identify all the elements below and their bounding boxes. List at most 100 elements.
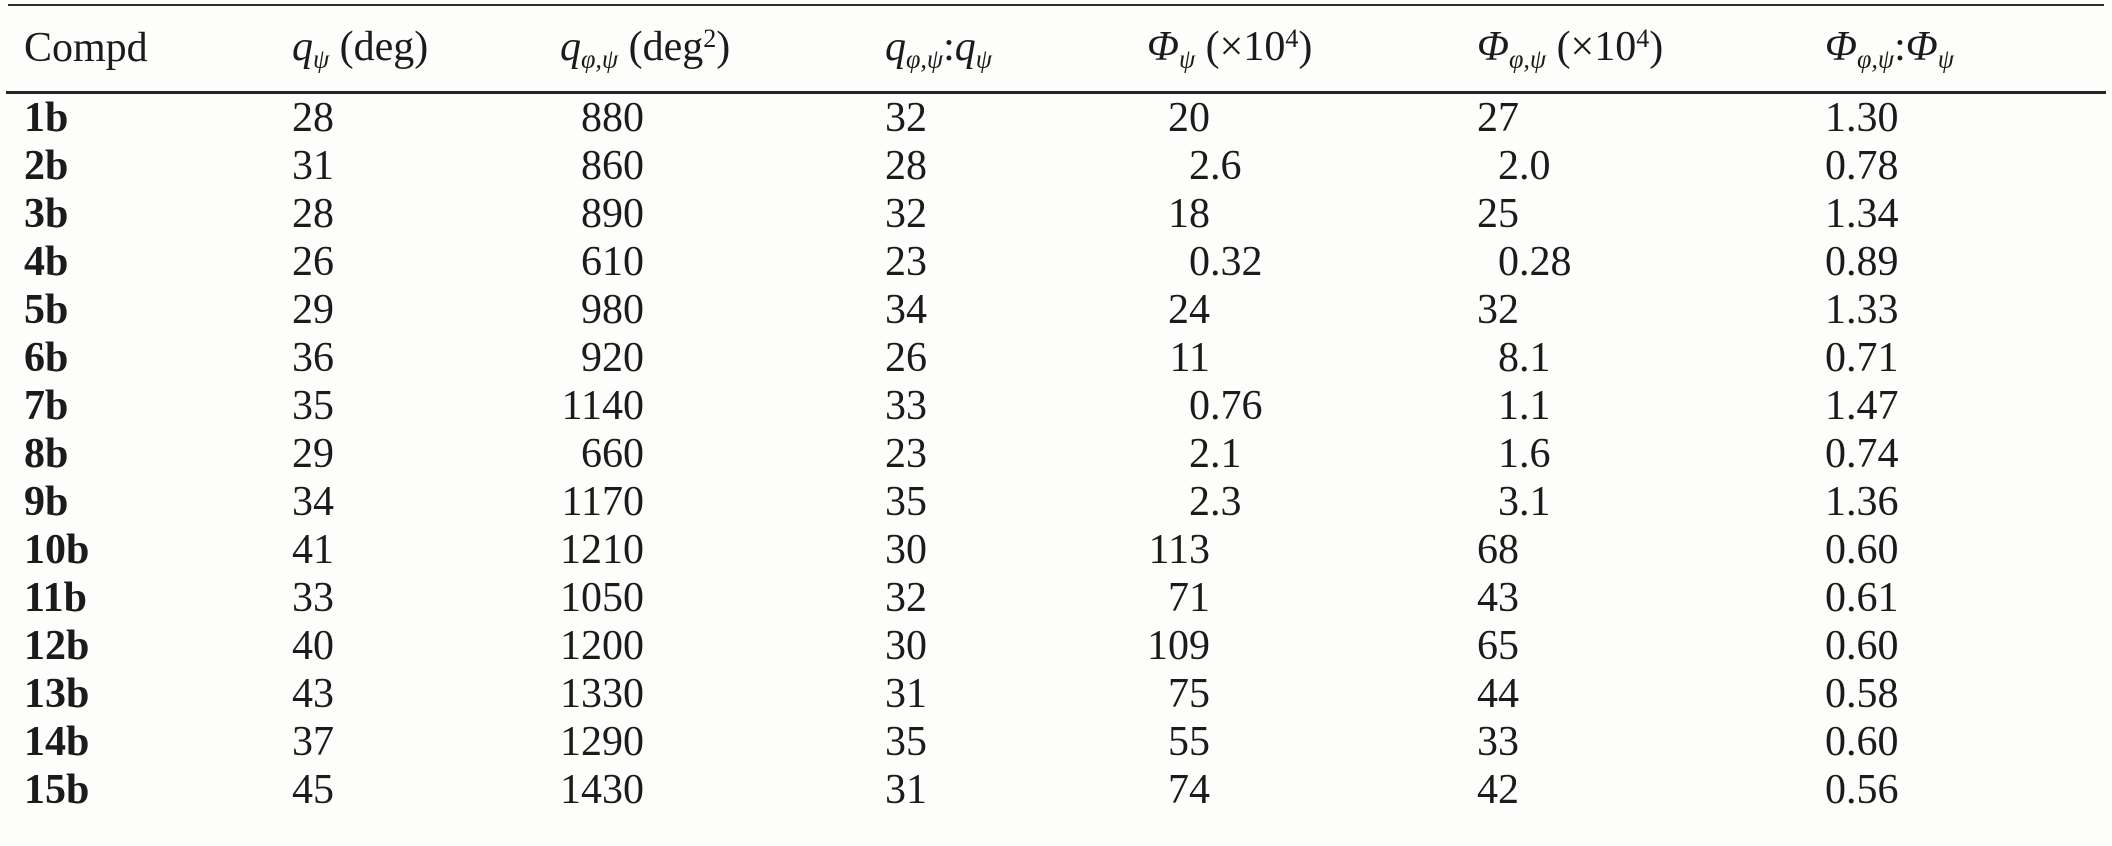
compound-cell: 1b <box>24 94 69 141</box>
table-row: 13b 43 1330 31 75 44 0.58 <box>6 670 2106 718</box>
integer-part: 11 <box>1169 334 1210 381</box>
table-row: 8b 29 660 23 2.1 1.6 0.74 <box>6 430 2106 478</box>
compound-cell: 10b <box>24 526 90 573</box>
times-10-unit: (×10 <box>1195 23 1286 70</box>
fraction-part: .3 <box>1210 478 1242 525</box>
value-cell: 28 <box>885 142 927 189</box>
close-paren: ) <box>1649 23 1664 70</box>
value-cell: 35 <box>885 478 927 525</box>
integer-part: 1 <box>1498 382 1519 429</box>
q-symbol: q <box>292 23 313 70</box>
value-cell: 2.1 <box>1126 430 1446 478</box>
value-cell: 30 <box>885 622 927 669</box>
compound-cell: 5b <box>24 286 69 333</box>
integer-part: 24 <box>1168 286 1210 333</box>
value-cell: 65 <box>1446 622 1766 670</box>
value-cell: 0.32 <box>1126 238 1446 286</box>
header-phi-phi-psi: Φφ,ψ (×104) <box>1446 6 1766 94</box>
integer-part: 1330 <box>560 670 644 717</box>
table-row: 10b 41 1210 30 113 68 0.60 <box>6 526 2106 574</box>
value-cell: 27 <box>1446 92 1766 142</box>
compound-cell: 9b <box>24 478 69 525</box>
value-cell: 0.71 <box>1825 334 1899 381</box>
value-cell: 1.33 <box>1825 286 1899 333</box>
compound-cell: 7b <box>24 382 69 429</box>
value-cell: 0.89 <box>1825 238 1899 285</box>
compound-cell: 3b <box>24 190 69 237</box>
table-row: 7b 35 1140 33 0.76 1.1 1.47 <box>6 382 2106 430</box>
close-paren: ) <box>1298 23 1313 70</box>
value-cell: 1170 <box>546 478 866 526</box>
value-cell: 36 <box>292 334 334 381</box>
fraction-part: .1 <box>1210 430 1242 477</box>
table-row: 6b 36 920 26 11 8.1 0.71 <box>6 334 2106 382</box>
table-row: 9b 34 1170 35 2.3 3.1 1.36 <box>6 478 2106 526</box>
integer-part: 1430 <box>560 766 644 813</box>
value-cell: 32 <box>885 574 927 621</box>
value-cell: 26 <box>292 238 334 285</box>
integer-part: 74 <box>1168 766 1210 813</box>
value-cell: 0.60 <box>1825 622 1899 669</box>
integer-part: 44 <box>1477 670 1519 717</box>
phi-psi-subscript: φ,ψ <box>581 43 619 73</box>
table-row: 1b 28 880 32 20 27 1.30 <box>6 92 2106 142</box>
colon-separator: : <box>1894 23 1906 70</box>
value-cell: 25 <box>1446 190 1766 238</box>
phi-psi-subscript: φ,ψ <box>1508 43 1547 73</box>
integer-part: 2 <box>1189 478 1210 525</box>
value-cell: 2.6 <box>1126 142 1446 190</box>
fraction-part: .1 <box>1519 334 1551 381</box>
compound-cell: 2b <box>24 142 69 189</box>
value-cell: 33 <box>885 382 927 429</box>
integer-part: 980 <box>581 286 644 333</box>
integer-part: 1290 <box>560 718 644 765</box>
value-cell: 29 <box>292 286 334 333</box>
compound-cell: 12b <box>24 622 90 669</box>
value-cell: 31 <box>292 142 334 189</box>
deg2-unit: (deg <box>618 23 704 70</box>
value-cell: 1210 <box>546 526 866 574</box>
value-cell: 1330 <box>546 670 866 718</box>
integer-part: 25 <box>1477 190 1519 237</box>
power-4-superscript: 4 <box>1636 23 1650 53</box>
table-row: 15b 45 1430 31 74 42 0.56 <box>6 766 2106 814</box>
value-cell: 3.1 <box>1446 478 1766 526</box>
value-cell: 0.56 <box>1825 766 1899 813</box>
value-cell: 34 <box>885 286 927 333</box>
deg-unit: (deg) <box>329 23 429 70</box>
integer-part: 2 <box>1189 430 1210 477</box>
compound-cell: 4b <box>24 238 69 285</box>
value-cell: 0.78 <box>1825 142 1899 189</box>
value-cell: 44 <box>1446 670 1766 718</box>
integer-part: 3 <box>1498 478 1519 525</box>
integer-part: 920 <box>581 334 644 381</box>
integer-part: 1170 <box>561 478 644 525</box>
value-cell: 28 <box>292 94 334 141</box>
value-cell: 23 <box>885 430 927 477</box>
phi-psi-subscript: φ,ψ <box>1856 43 1895 73</box>
phi-symbol: Φ <box>1477 23 1509 70</box>
table-row: 11b 33 1050 32 71 43 0.61 <box>6 574 2106 622</box>
integer-part: 0 <box>1189 238 1210 285</box>
integer-part: 109 <box>1147 622 1210 669</box>
value-cell: 71 <box>1126 574 1446 622</box>
table-body: 1b 28 880 32 20 27 1.30 2b 31 860 28 2.6 2.0 0.78 3b 28… <box>6 92 2106 814</box>
integer-part: 55 <box>1168 718 1210 765</box>
table-row: 5b 29 980 34 24 32 1.33 <box>6 286 2106 334</box>
value-cell: 29 <box>292 430 334 477</box>
value-cell: 20 <box>1126 92 1446 142</box>
value-cell: 980 <box>546 286 866 334</box>
value-cell: 0.28 <box>1446 238 1766 286</box>
psi-subscript: ψ <box>313 43 330 73</box>
q-symbol: q <box>954 23 976 70</box>
value-cell: 1.30 <box>1825 94 1899 141</box>
integer-part: 1 <box>1498 430 1519 477</box>
data-table: Compd qψ (deg) qφ,ψ (deg2) qφ,ψ:qψ Φψ (×… <box>6 6 2106 814</box>
value-cell: 55 <box>1126 718 1446 766</box>
value-cell: 1430 <box>546 766 866 814</box>
value-cell: 610 <box>546 238 866 286</box>
table-row: 2b 31 860 28 2.6 2.0 0.78 <box>6 142 2106 190</box>
value-cell: 33 <box>1446 718 1766 766</box>
header-q-psi: qψ (deg) <box>276 6 546 94</box>
compound-cell: 6b <box>24 334 69 381</box>
